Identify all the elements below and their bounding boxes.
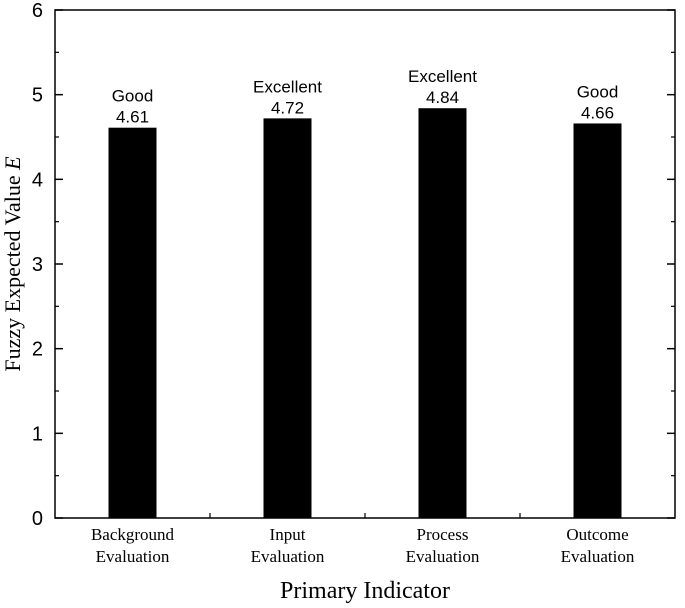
x-axis-label: Primary Indicator	[280, 578, 450, 604]
y-axis: 0 1 2 3 4 5 6	[32, 0, 675, 530]
y-tick-label: 1	[32, 423, 43, 445]
y-tick-label: 3	[32, 254, 43, 276]
x-tick-label: Background Evaluation	[91, 525, 175, 566]
value-label: 4.72	[271, 98, 304, 117]
bar-series	[108, 108, 622, 519]
y-axis-label-text: Fuzzy Expected Value	[0, 175, 25, 371]
y-tick-label: 2	[32, 339, 43, 361]
y-axis-label: Fuzzy Expected Value E	[0, 156, 25, 372]
value-label: 4.66	[581, 103, 614, 122]
y-tick-label: 5	[32, 85, 43, 107]
value-label: 4.84	[426, 88, 459, 107]
x-tick-label: Outcome Evaluation	[561, 525, 635, 566]
y-tick-label: 6	[32, 0, 43, 22]
y-tick-label: 4	[32, 169, 43, 191]
bar	[418, 108, 467, 519]
grade-label: Good	[112, 87, 154, 106]
x-axis: Background Evaluation Input Evaluation Proce…	[91, 510, 635, 566]
data-labels: 4.61 Good 4.72 Excellent 4.84 Excellent 4.66 Go…	[112, 67, 619, 126]
y-tick-label: 0	[32, 508, 43, 530]
y-axis-label-symbol: E	[0, 156, 25, 171]
bar	[573, 123, 622, 518]
value-label: 4.61	[116, 108, 149, 127]
bar	[263, 118, 312, 518]
x-tick-label: Input Evaluation	[251, 525, 325, 566]
bar	[108, 127, 157, 518]
grade-label: Excellent	[253, 77, 322, 96]
x-tick-label: Process Evaluation	[406, 525, 480, 566]
grade-label: Excellent	[408, 67, 477, 86]
grade-label: Good	[577, 82, 619, 101]
